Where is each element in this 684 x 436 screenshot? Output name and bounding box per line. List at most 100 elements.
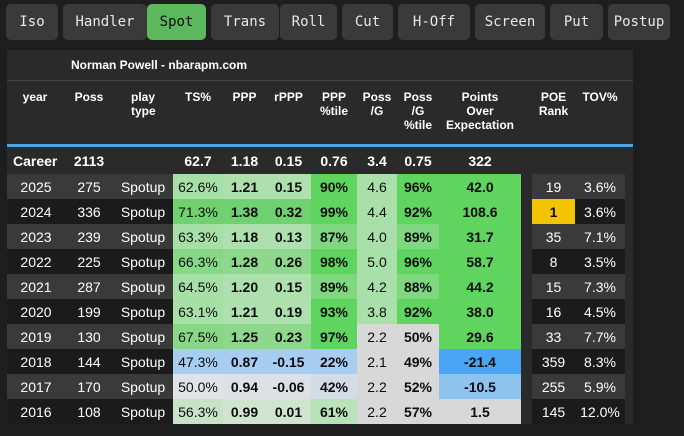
cell-year: 2021 [7,274,65,299]
cell-poss-per-game: 2.2 [357,374,397,399]
cell-year: 2019 [7,324,65,349]
cell-poss-per-game-pctile: 92% [397,299,439,324]
tab-handler[interactable]: Handler [63,4,147,40]
table-row: 2016 108 Spotup 56.3% 0.99 0.01 61% 2.2 57% 1.5 14… [7,399,633,424]
tab-roll[interactable]: Roll [280,4,337,40]
cell-rppp: 0.32 [266,199,311,224]
cell-poss: 239 [65,224,113,249]
header-points-over-expectation: Points Over Expectation [445,90,514,132]
career-points-over-expectation: 322 [468,152,492,169]
cell-poss-per-game: 2.2 [357,399,397,424]
cell-poe-rank: 33 [532,324,575,349]
cell-ts-pct: 62.6% [173,174,223,199]
cell-year: 2022 [7,249,65,274]
cell-ppp: 1.21 [223,174,266,199]
cell-poe-rank: 19 [532,174,575,199]
cell-poss-per-game: 4.6 [357,174,397,199]
cell-poss-per-game-pctile: 52% [397,374,439,399]
cell-tov-pct: 7.1% [575,224,625,249]
cell-ts-pct: 67.5% [173,324,223,349]
cell-poss: 225 [65,249,113,274]
cell-ts-pct: 50.0% [173,374,223,399]
cell-points-over-expectation: 1.5 [439,399,521,424]
cell-play-type: Spotup [113,299,173,324]
header-tov-pct: TOV% [582,90,618,104]
cell-year: 2017 [7,374,65,399]
cell-rppp: -0.06 [266,374,311,399]
career-poss: 2113 [73,152,105,169]
career-poss-per-game-pctile: 0.75 [404,152,432,169]
cell-poe-rank: 16 [532,299,575,324]
cell-play-type: Spotup [113,174,173,199]
cell-ppp: 0.87 [223,349,266,374]
cell-poss-per-game: 2.1 [357,349,397,374]
tab-iso[interactable]: Iso [6,4,58,40]
cell-poss-per-game-pctile: 92% [397,199,439,224]
cell-ppp: 1.18 [223,224,266,249]
cell-tov-pct: 5.9% [575,374,625,399]
stats-table: Norman Powell - nbarapm.com year Poss play… [7,50,633,424]
cell-poss-per-game-pctile: 96% [397,174,439,199]
cell-ppp-pctile: 22% [311,349,357,374]
cell-poe-rank: 8 [532,249,575,274]
career-tov-pct [575,148,625,173]
cell-poss: 108 [65,399,113,424]
cell-rppp: 0.13 [266,224,311,249]
table-row: 2022 225 Spotup 66.3% 1.28 0.26 98% 5.0 96% 58.7 8… [7,249,633,274]
cell-points-over-expectation: 38.0 [439,299,521,324]
cell-poss-per-game-pctile: 88% [397,274,439,299]
cell-ts-pct: 71.3% [173,199,223,224]
cell-points-over-expectation: 29.6 [439,324,521,349]
career-poss-per-game: 3.4 [367,152,387,169]
tab-spot[interactable]: Spot [147,4,206,40]
cell-play-type: Spotup [113,324,173,349]
table-row: 2021 287 Spotup 64.5% 1.20 0.15 89% 4.2 88% 44.2 1… [7,274,633,299]
cell-year: 2020 [7,299,65,324]
table-row: 2020 199 Spotup 63.1% 1.21 0.19 93% 3.8 92% 38.0 1… [7,299,633,324]
cell-poe-rank: 1 [532,199,575,224]
tab-screen[interactable]: Screen [475,4,545,40]
header-ppp-pctile: PPP %tile [319,90,348,118]
header-rppp: rPPP [274,90,303,104]
cell-ppp: 0.99 [223,399,266,424]
tab-h-off[interactable]: H-Off [398,4,470,40]
career-row: Career 2113 62.7 1.18 0.15 0.76 3.4 0.75 322 [7,148,633,173]
cell-tov-pct: 8.3% [575,349,625,374]
cell-year: 2016 [7,399,65,424]
cell-play-type: Spotup [113,399,173,424]
cell-poe-rank: 35 [532,224,575,249]
cell-points-over-expectation: 108.6 [439,199,521,224]
cell-play-type: Spotup [113,349,173,374]
cell-ppp-pctile: 93% [311,299,357,324]
cell-play-type: Spotup [113,374,173,399]
cell-rppp: 0.01 [266,399,311,424]
cell-ppp-pctile: 89% [311,274,357,299]
cell-ppp-pctile: 98% [311,249,357,274]
tab-cut[interactable]: Cut [342,4,393,40]
table-row: 2023 239 Spotup 63.3% 1.18 0.13 87% 4.0 89% 31.7 3… [7,224,633,249]
career-ts-pct: 62.7 [184,152,212,169]
table-row: 2018 144 Spotup 47.3% 0.87 -0.15 22% 2.1 49% -21.… [7,349,633,374]
tab-postup[interactable]: Postup [608,4,670,40]
cell-rppp: 0.26 [266,249,311,274]
cell-ts-pct: 63.3% [173,224,223,249]
tab-put[interactable]: Put [550,4,603,40]
cell-ppp-pctile: 99% [311,199,357,224]
cell-poss: 275 [65,174,113,199]
tab-trans[interactable]: Trans [211,4,279,40]
cell-ppp: 1.21 [223,299,266,324]
cell-tov-pct: 7.3% [575,274,625,299]
cell-poss: 144 [65,349,113,374]
header-divider [7,144,633,147]
cell-tov-pct: 3.6% [575,174,625,199]
cell-poss: 130 [65,324,113,349]
cell-tov-pct: 3.5% [575,249,625,274]
cell-poe-rank: 15 [532,274,575,299]
cell-tov-pct: 7.7% [575,324,625,349]
cell-points-over-expectation: 44.2 [439,274,521,299]
header-poe-rank: POE Rank [538,90,569,118]
cell-ts-pct: 64.5% [173,274,223,299]
cell-year: 2023 [7,224,65,249]
cell-rppp: 0.15 [266,274,311,299]
cell-rppp: 0.23 [266,324,311,349]
